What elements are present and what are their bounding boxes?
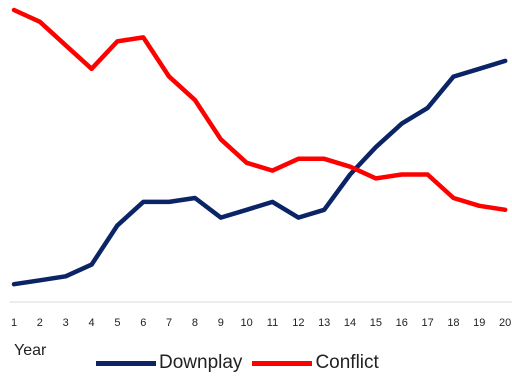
x-tick-labels: 1 2 3 4 5 6 7 8 9 10 11 12 13 14 15 16 17 18 19 20 [11,317,511,329]
legend-label-conflict: Conflict [315,352,379,373]
x-tick-label: 15 [370,317,382,329]
legend-item-conflict: Conflict [252,352,379,374]
x-tick-label: 6 [140,317,146,329]
x-tick-label: 1 [11,317,17,329]
legend-item-downplay: Downplay [96,352,242,374]
x-tick-label: 9 [218,317,224,329]
x-axis-label: Year [14,342,47,359]
x-tick-label: 8 [192,317,198,329]
x-tick-label: 16 [396,317,408,329]
x-tick-label: 19 [473,317,485,329]
x-tick-label: 11 [267,317,278,329]
x-tick-label: 10 [241,317,253,329]
x-tick-label: 3 [63,317,69,329]
x-tick-label: 20 [499,317,511,329]
legend: Downplay Conflict [96,352,389,374]
line-chart: 1 2 3 4 5 6 7 8 9 10 11 12 13 14 15 16 17 18 19 20 [10,7,512,329]
legend-swatch-conflict [252,360,313,366]
x-tick-label: 4 [88,317,94,329]
x-tick-label: 17 [421,317,433,329]
x-tick-label: 7 [166,317,172,329]
x-tick-label: 14 [344,317,356,329]
x-tick-label: 18 [447,317,459,329]
legend-swatch-downplay [96,360,156,366]
legend-label-downplay: Downplay [159,352,243,373]
x-tick-label: 5 [114,317,120,329]
series-line-conflict [11,7,508,213]
x-tick-label: 13 [318,317,330,329]
x-tick-label: 12 [292,317,304,329]
x-tick-label: 2 [37,317,43,329]
series-lines [11,7,508,287]
series-line-downplay [11,58,508,287]
